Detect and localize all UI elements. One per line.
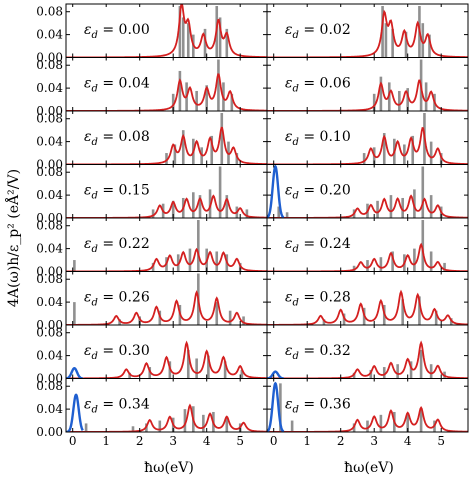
y-tick-label: 0.00 [36, 51, 63, 65]
y-tick-label: 0.08 [36, 326, 63, 340]
low-energy-peak-line [267, 164, 285, 218]
panel-label: εd = 0.00 [84, 22, 150, 41]
x-axis-label-left: ħω(eV) [144, 460, 194, 476]
panel-7: 0.00 0.04 0.08 εd = 0.15 [36, 164, 268, 225]
panel-1: 0.00 0.04 0.08 εd = 0.00 [36, 3, 268, 65]
y-tick-label: 0.08 [36, 112, 63, 126]
low-energy-peak-line [267, 381, 285, 432]
x-tick-label: 3 [370, 434, 378, 448]
x-tick-label: 2 [337, 434, 345, 448]
y-tick-label: 0.00 [36, 425, 63, 439]
panel-6: εd = 0.10 [266, 110, 469, 165]
x-tick-label: 2 [136, 434, 144, 448]
panel-3: 0.00 0.04 0.08 εd = 0.04 [36, 57, 268, 118]
x-tick-label: 1 [303, 434, 311, 448]
y-tick-label: 0.08 [36, 379, 63, 393]
panel-13: 0.00 0.04 0.08 εd = 0.30 [36, 324, 268, 386]
panel-8: εd = 0.20 [266, 164, 469, 219]
x-tick-label: 5 [236, 434, 244, 448]
y-tick-label: 0.00 [36, 265, 63, 279]
y-tick-label: 0.08 [36, 219, 63, 233]
y-tick-label: 0.08 [36, 5, 63, 19]
y-tick-label: 0.04 [36, 402, 63, 416]
panel-label: εd = 0.24 [285, 236, 351, 255]
panel-14: εd = 0.32 [266, 324, 469, 379]
panel-10: εd = 0.24 [266, 217, 469, 272]
y-axis-label: 4A(ω)h/ε_p² (eÅ²/V) [4, 169, 22, 307]
y-tick-label: 0.00 [36, 104, 63, 118]
low-energy-peak-line [267, 370, 284, 379]
panel-5: 0.00 0.04 0.08 εd = 0.08 [36, 110, 268, 172]
panel-4: εd = 0.06 [266, 57, 469, 112]
panel-label: εd = 0.08 [84, 129, 150, 148]
panel-11: 0.00 0.04 0.08 εd = 0.26 [36, 271, 268, 332]
y-tick-label: 0.08 [36, 165, 63, 179]
panel-label: εd = 0.06 [285, 76, 351, 95]
y-tick-label: 0.04 [36, 242, 63, 256]
x-tick-label: 0 [270, 434, 278, 448]
panel-label: εd = 0.22 [84, 236, 150, 255]
y-tick-label: 0.00 [36, 158, 63, 172]
x-tick-label: 3 [169, 434, 177, 448]
x-tick-label: 4 [203, 434, 211, 448]
panel-16: εd = 0.36 0 1 2 3 4 5 [266, 378, 469, 448]
panel-label: εd = 0.04 [84, 76, 150, 95]
panel-frame [266, 378, 469, 433]
x-axis-label-right: ħω(eV) [344, 460, 394, 476]
panel-label: εd = 0.15 [84, 183, 150, 202]
panel-9: 0.00 0.04 0.08 εd = 0.22 [36, 217, 268, 279]
panel-label: εd = 0.10 [285, 129, 351, 148]
x-tick-label: 5 [437, 434, 445, 448]
y-tick-label: 0.04 [36, 28, 63, 42]
panel-label: εd = 0.26 [84, 290, 150, 309]
y-tick-label: 0.00 [36, 318, 63, 332]
y-tick-label: 0.04 [36, 295, 63, 309]
y-tick-label: 0.04 [36, 349, 63, 363]
y-tick-label: 0.08 [36, 58, 63, 72]
y-tick-label: 0.00 [36, 211, 63, 225]
panel-label: εd = 0.20 [285, 183, 351, 202]
low-energy-peak-line [66, 393, 84, 432]
panel-plot-area [66, 393, 267, 432]
y-tick-label: 0.04 [36, 188, 63, 202]
panel-15: 0.00 0.04 0.08 εd = 0.34 0 1 2 3 4 5 [36, 378, 268, 448]
y-tick-label: 0.04 [36, 135, 63, 149]
panel-plot-area [66, 166, 267, 218]
panel-2: εd = 0.02 [266, 3, 469, 58]
y-tick-label: 0.04 [36, 81, 63, 95]
y-tick-label: 0.08 [36, 272, 63, 286]
panel-label: εd = 0.36 [285, 397, 351, 416]
panel-12: εd = 0.28 [266, 271, 469, 326]
panel-label: εd = 0.28 [285, 290, 351, 309]
x-tick-label: 4 [404, 434, 412, 448]
panel-plot-area [267, 164, 468, 218]
x-tick-label: 1 [102, 434, 110, 448]
x-tick-label: 0 [69, 434, 77, 448]
panel-label: εd = 0.34 [84, 397, 150, 416]
y-tick-label: 0.00 [36, 372, 63, 386]
panel-label: εd = 0.32 [285, 343, 351, 362]
panel-label: εd = 0.30 [84, 343, 150, 362]
panel-label: εd = 0.02 [285, 22, 351, 41]
low-energy-peak-line [66, 366, 83, 379]
